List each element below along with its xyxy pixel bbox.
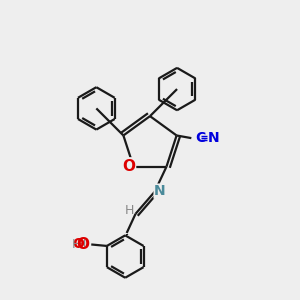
- Text: O: O: [76, 237, 89, 252]
- Text: H: H: [71, 238, 81, 251]
- Text: C: C: [195, 131, 206, 145]
- Text: O: O: [122, 159, 135, 174]
- Text: N: N: [154, 184, 166, 198]
- Text: H: H: [77, 238, 86, 251]
- Text: O: O: [72, 238, 84, 251]
- Text: N: N: [208, 131, 219, 145]
- Text: H: H: [124, 204, 134, 217]
